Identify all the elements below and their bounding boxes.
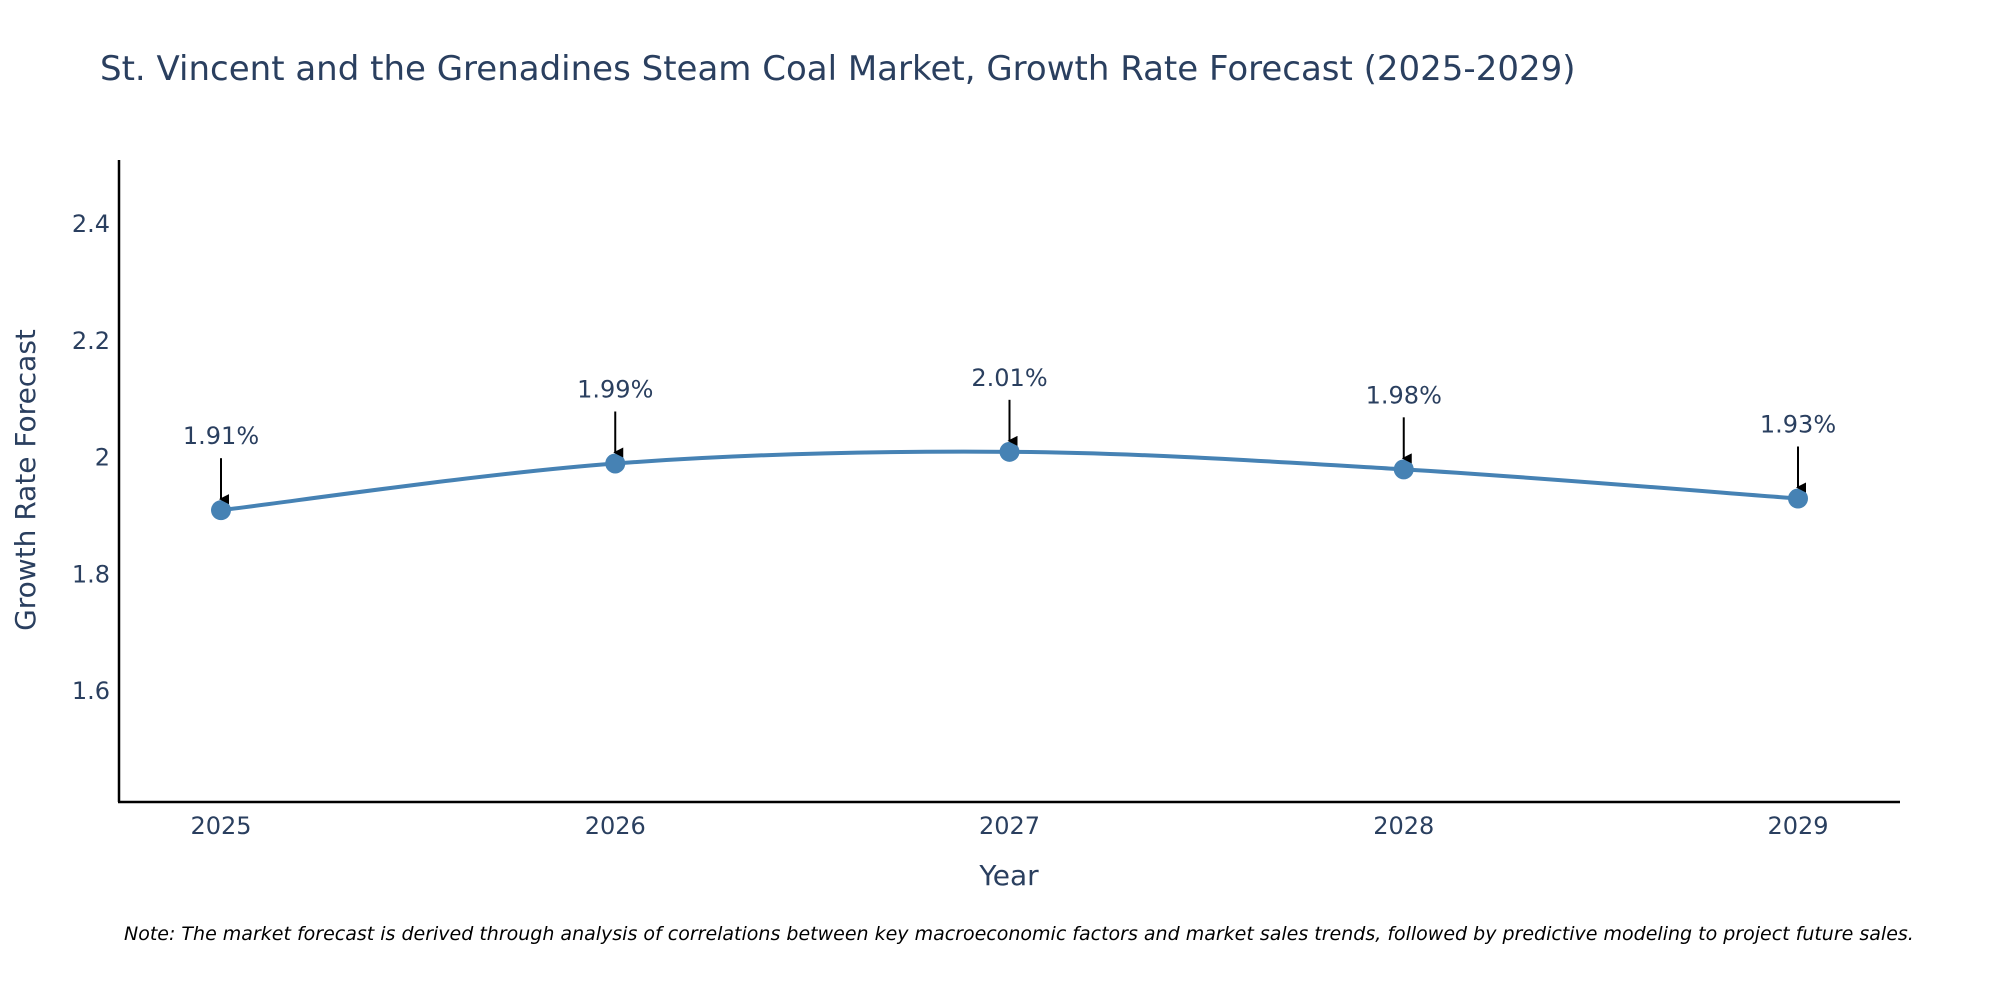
data-point bbox=[211, 500, 231, 521]
data-point bbox=[1393, 459, 1414, 480]
data-label: 1.99% bbox=[577, 375, 653, 403]
x-tick-label: 2025 bbox=[190, 812, 251, 840]
data-label: 1.93% bbox=[1760, 411, 1836, 439]
x-axis-title: Year bbox=[978, 859, 1039, 892]
data-label: 2.01% bbox=[971, 364, 1047, 392]
y-tick-label: 1.8 bbox=[72, 560, 110, 588]
data-annotations: 1.91% 1.99% 2.01% 1.98% 1.93% bbox=[183, 364, 1836, 505]
data-label: 1.98% bbox=[1366, 381, 1442, 409]
y-tick-label: 2 bbox=[95, 444, 110, 472]
data-point bbox=[999, 441, 1020, 462]
data-point bbox=[1788, 488, 1808, 509]
x-tick-label: 2027 bbox=[979, 812, 1040, 840]
x-tick-label: 2029 bbox=[1767, 812, 1828, 840]
x-tick-label: 2028 bbox=[1373, 812, 1434, 840]
chart-title: St. Vincent and the Grenadines Steam Coa… bbox=[100, 49, 1576, 89]
y-axis-ticks: 1.6 1.8 2 2.2 2.4 bbox=[72, 210, 110, 705]
footnote: Note: The market forecast is derived thr… bbox=[124, 923, 1914, 945]
data-point bbox=[605, 453, 626, 474]
y-tick-label: 2.4 bbox=[72, 210, 110, 238]
y-tick-label: 2.2 bbox=[72, 327, 110, 355]
x-tick-label: 2026 bbox=[585, 812, 646, 840]
data-markers bbox=[211, 441, 1808, 521]
y-axis-title: Growth Rate Forecast bbox=[9, 329, 42, 631]
x-axis-ticks: 2025 2026 2027 2028 2029 bbox=[190, 812, 1828, 840]
data-label: 1.91% bbox=[183, 422, 259, 450]
y-tick-label: 1.6 bbox=[72, 677, 110, 705]
